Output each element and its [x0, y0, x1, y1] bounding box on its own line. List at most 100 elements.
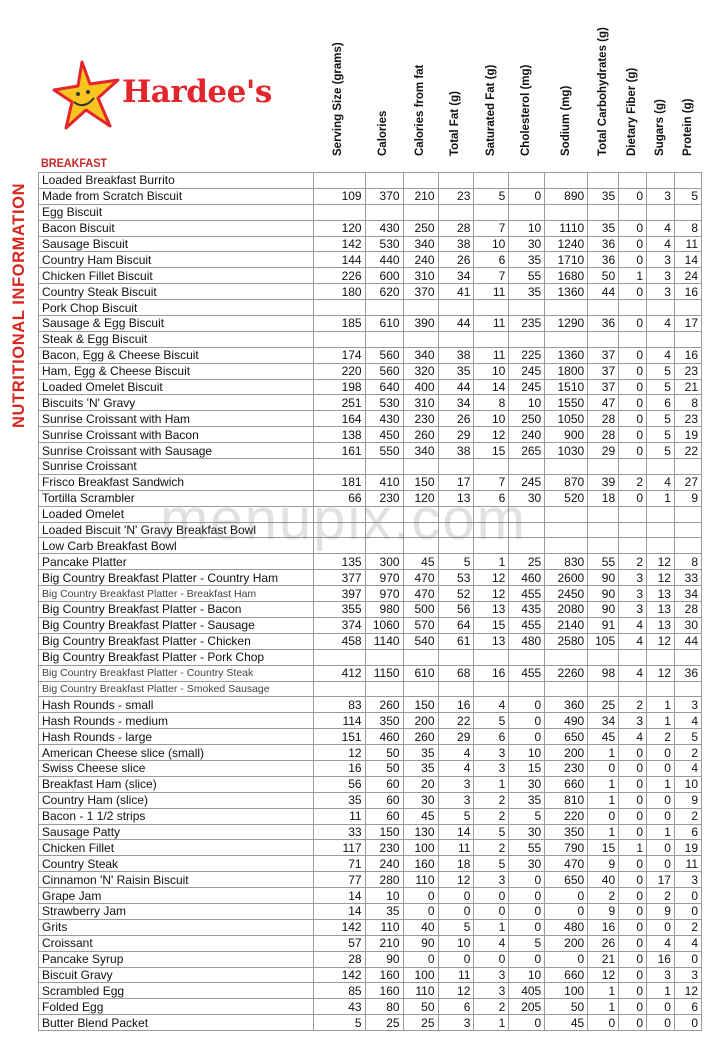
nutrient-value: [312, 521, 366, 539]
nutrient-value: 45: [402, 807, 439, 825]
nutrient-value: 1: [473, 775, 510, 793]
nutrient-value: 14: [312, 902, 366, 920]
table-row: Grape Jam 14 10 0 0 0 0 0 2 0 2 0: [38, 887, 703, 904]
nutrient-value: 16: [437, 696, 475, 714]
nutrient-value: 2580: [544, 632, 589, 650]
item-name: Hash Rounds - large: [38, 728, 314, 746]
nutrient-value: [312, 203, 366, 221]
nutrient-value: 250: [508, 410, 546, 428]
nutrient-value: [437, 648, 475, 666]
nutrient-value: 7: [473, 473, 510, 491]
nutrient-value: 13: [646, 601, 675, 618]
nutrient-value: 3: [646, 187, 675, 205]
nutrient-value: [587, 330, 620, 348]
nutrient-value: 12: [473, 426, 510, 444]
item-name: Low Carb Breakfast Bowl: [38, 537, 314, 555]
nutrient-value: 3: [618, 712, 648, 730]
nutrient-value: [618, 537, 648, 555]
nutrient-value: 44: [437, 378, 475, 396]
nutrient-value: 45: [587, 728, 620, 746]
table-row: Big Country Breakfast Platter - Pork Cho…: [38, 648, 703, 666]
table-row: Made from Scratch Biscuit 109 370 210 23 5 0 89…: [38, 187, 703, 205]
nutrient-value: [646, 521, 675, 539]
nutrient-value: [587, 299, 620, 317]
nutrient-value: 4: [646, 934, 675, 952]
nutrient-value: 520: [544, 489, 589, 507]
nutrient-value: 1: [587, 791, 620, 809]
item-name: Country Ham (slice): [38, 791, 314, 809]
nutrient-value: [587, 458, 620, 475]
nutrient-value: 240: [402, 251, 439, 269]
nutrient-value: 12: [673, 982, 703, 1000]
nutrient-value: 50: [364, 759, 404, 777]
item-name: Big Country Breakfast Platter - Country …: [38, 569, 314, 587]
nutrient-value: 1: [646, 775, 675, 793]
nutrient-value: [402, 458, 439, 475]
nutrient-value: [364, 299, 404, 317]
nutrient-value: 26: [587, 934, 620, 952]
table-row: Croissant 57 210 90 10 4 5 200 26 0 4 4: [38, 934, 703, 952]
star-mascot-icon: [52, 60, 120, 130]
nutrient-value: 109: [312, 187, 366, 205]
nutrient-value: 0: [618, 744, 648, 761]
nutrient-value: 57: [312, 934, 366, 952]
nutrient-value: 17: [673, 315, 703, 332]
nutrient-value: 0: [402, 887, 439, 904]
nutrient-value: 370: [364, 187, 404, 205]
nutrient-value: 0: [508, 950, 546, 968]
nutrient-value: 4: [437, 759, 475, 777]
nutrient-value: 35: [508, 251, 546, 269]
nutrient-value: 0: [618, 187, 648, 205]
nutrient-value: 21: [673, 378, 703, 396]
nutrient-value: 185: [312, 315, 366, 332]
nutrient-value: 0: [618, 998, 648, 1016]
nutrient-value: 560: [364, 346, 404, 364]
nutrient-value: 0: [402, 950, 439, 968]
nutrient-value: [437, 505, 475, 523]
nutrient-value: [618, 505, 648, 523]
item-name: Big Country Breakfast Platter - Chicken: [38, 632, 314, 650]
nutrient-value: 5: [473, 712, 510, 730]
nutrient-value: [544, 521, 589, 539]
table-row: Ham, Egg & Cheese Biscuit 220 560 320 35 10 24…: [38, 362, 703, 380]
item-name: Croissant: [38, 934, 314, 952]
nutrient-value: 11: [473, 315, 510, 332]
nutrient-value: 0: [618, 362, 648, 380]
nutrient-value: 29: [437, 728, 475, 746]
nutrient-value: [587, 505, 620, 523]
nutrient-value: [508, 680, 546, 698]
nutrient-value: 71: [312, 855, 366, 873]
nutrient-value: 1: [473, 918, 510, 936]
nutrient-value: 110: [364, 918, 404, 936]
nutrient-value: 1: [646, 982, 675, 1000]
table-row: Sunrise Croissant with Bacon 138 450 260 29 1…: [38, 426, 703, 444]
nutrient-value: 24: [673, 267, 703, 285]
nutrient-value: 5: [473, 187, 510, 205]
nutrient-value: 10: [673, 775, 703, 793]
item-name: Hash Rounds - small: [38, 696, 314, 714]
nutrient-value: 4: [646, 346, 675, 364]
nutrient-value: [473, 537, 510, 555]
nutrient-value: 30: [673, 616, 703, 634]
nutrient-value: 34: [673, 585, 703, 603]
nutrient-value: 9: [587, 902, 620, 920]
nutrient-value: 0: [508, 1014, 546, 1032]
nutrient-value: 530: [364, 394, 404, 412]
table-row: Folded Egg 43 80 50 6 2 205 50 1 0 0 6: [38, 998, 703, 1016]
nutrient-value: 6: [473, 251, 510, 269]
nutrient-value: 0: [618, 775, 648, 793]
nutrient-value: [646, 505, 675, 523]
nutrient-value: [508, 537, 546, 555]
nutrient-value: 6: [473, 489, 510, 507]
nutrient-value: 150: [402, 696, 439, 714]
nutrient-value: 53: [437, 569, 475, 587]
nutrient-value: 60: [364, 807, 404, 825]
nutrient-value: [402, 505, 439, 523]
nutrient-value: 1: [618, 839, 648, 857]
nutrient-value: 0: [618, 966, 648, 984]
table-row: Steak & Egg Biscuit: [38, 330, 703, 348]
nutrient-value: 3: [473, 966, 510, 984]
nutrient-value: 20: [402, 775, 439, 793]
nutrient-value: 245: [508, 473, 546, 491]
nutrient-value: 377: [312, 569, 366, 587]
